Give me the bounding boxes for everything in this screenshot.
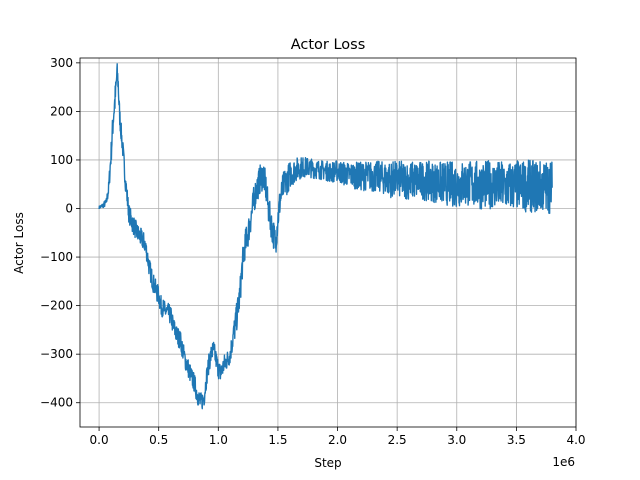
x-tick-label: 1.0 (209, 433, 228, 447)
x-tick-label: 1.5 (268, 433, 287, 447)
y-tick-label: 200 (50, 104, 73, 118)
y-tick-label: −200 (40, 299, 73, 313)
x-tick-label: 4.0 (566, 433, 585, 447)
x-tick-label: 0.0 (90, 433, 109, 447)
loss-series-line (98, 63, 553, 410)
y-axis-ticks: −400 −300 −200 −100 0 100 200 300 (40, 56, 80, 410)
axes-frame (79, 57, 577, 428)
grid-lines (80, 58, 577, 427)
x-axis-label: Step (314, 456, 341, 470)
y-tick-label: 0 (65, 202, 73, 216)
x-tick-label: 2.0 (328, 433, 347, 447)
x-tick-label: 2.5 (388, 433, 407, 447)
y-axis-label: Actor Loss (12, 212, 26, 274)
chart-title: Actor Loss (291, 37, 366, 53)
y-tick-label: −100 (40, 250, 73, 264)
y-tick-label: 300 (50, 56, 73, 70)
y-tick-label: 100 (50, 153, 73, 167)
y-tick-label: −400 (40, 396, 73, 410)
x-tick-label: 3.0 (447, 433, 466, 447)
x-tick-label: 0.5 (149, 433, 168, 447)
y-tick-label: −300 (40, 347, 73, 361)
x-axis-offset-label: 1e6 (552, 455, 575, 469)
plot-area (98, 63, 553, 410)
x-axis-ticks: 0.0 0.5 1.0 1.5 2.0 2.5 3.0 3.5 4.0 (90, 427, 586, 447)
x-tick-label: 3.5 (507, 433, 526, 447)
